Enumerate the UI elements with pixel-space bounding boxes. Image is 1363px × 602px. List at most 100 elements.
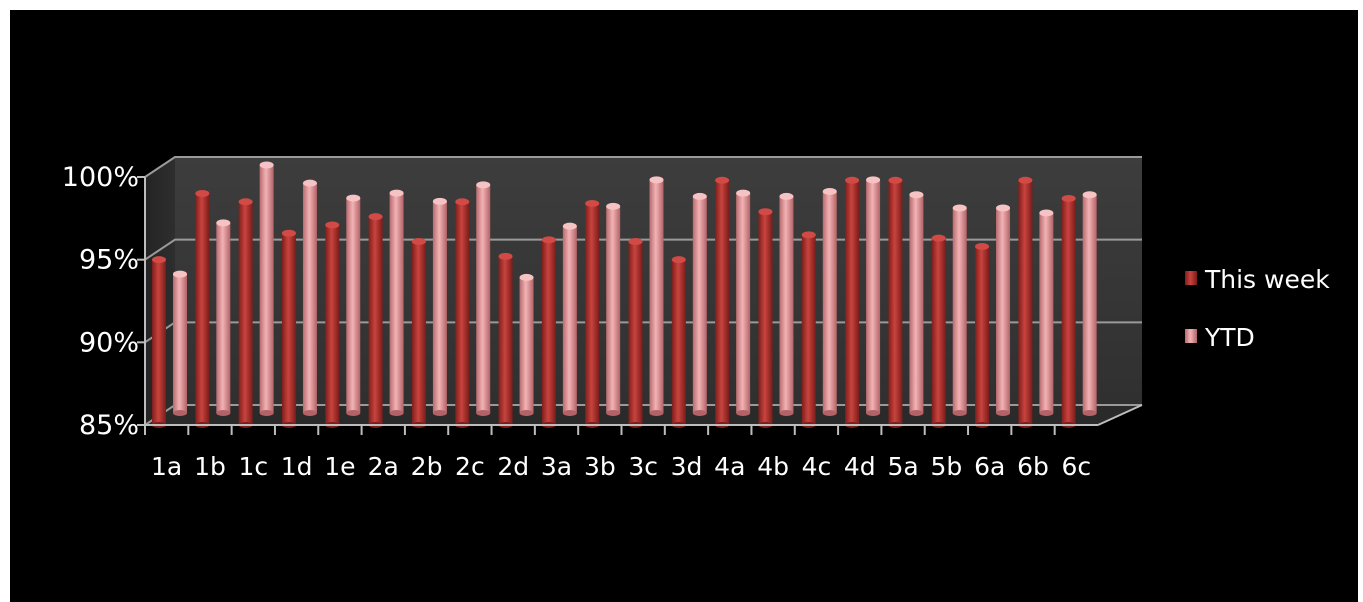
x-tick-label: 2d xyxy=(497,452,529,481)
x-tick-label: 1e xyxy=(324,452,355,481)
axes: 85% 90% 95% 100% 1a 1b 1c 1d 1e 2a 2b 2c 2d 3a 3b 3c 3d 4… xyxy=(62,162,1143,481)
bar-top xyxy=(585,199,600,207)
bar-top xyxy=(909,191,924,199)
bar-top xyxy=(455,198,470,206)
bar-bottom xyxy=(519,410,534,416)
bar-body xyxy=(152,259,166,425)
bar-body xyxy=(476,184,491,413)
bar-bottom xyxy=(649,410,664,416)
bar xyxy=(1039,209,1054,416)
x-tick-label: 1d xyxy=(281,452,313,481)
bar-body xyxy=(692,196,707,413)
bar-body xyxy=(498,256,513,425)
bar xyxy=(432,197,447,416)
bar-top xyxy=(996,204,1011,212)
bar-body xyxy=(606,206,621,413)
bar xyxy=(736,189,751,416)
bar xyxy=(259,161,274,416)
bar xyxy=(758,208,773,428)
bar-top xyxy=(845,176,860,184)
legend: This week YTD xyxy=(1185,265,1330,352)
bar-bottom xyxy=(476,410,491,416)
bar-body xyxy=(649,179,664,413)
bar xyxy=(845,176,860,428)
bar-body xyxy=(195,193,210,425)
bar-top xyxy=(822,187,837,195)
bar xyxy=(715,176,730,428)
bar-top xyxy=(302,179,317,187)
bar-body xyxy=(238,201,253,425)
bar-top xyxy=(692,192,707,200)
bar-top xyxy=(389,189,404,197)
bar-body xyxy=(325,224,340,425)
bar-top xyxy=(866,176,881,184)
x-tick-label: 2b xyxy=(411,452,443,481)
bar xyxy=(238,198,253,428)
bar-top xyxy=(952,204,967,212)
bar-body xyxy=(931,238,946,425)
x-tick-label: 6a xyxy=(974,452,1005,481)
x-tick-label: 5b xyxy=(930,452,962,481)
x-tick-label: 6c xyxy=(1062,452,1092,481)
bar xyxy=(325,221,340,428)
bar-top xyxy=(195,190,210,198)
bar-body xyxy=(909,194,924,413)
bar xyxy=(152,256,166,428)
bar xyxy=(519,273,534,416)
legend-item: This week xyxy=(1185,265,1330,294)
bar-top xyxy=(238,198,253,206)
x-tick-label: 1b xyxy=(194,452,226,481)
bar xyxy=(455,198,470,428)
bar-body xyxy=(736,193,751,413)
bar-top xyxy=(801,231,816,239)
x-tick-label: 3a xyxy=(541,452,572,481)
bar xyxy=(585,199,600,428)
bar-top xyxy=(281,229,296,237)
bar-top xyxy=(931,234,946,242)
x-tick-label: 3c xyxy=(628,452,658,481)
bar-bottom xyxy=(216,410,231,416)
bar-body xyxy=(866,179,881,413)
bar-bottom xyxy=(1082,410,1097,416)
bar xyxy=(866,176,881,416)
chart-area: 85% 90% 95% 100% 1a 1b 1c 1d 1e 2a 2b 2c 2d 3a 3b 3c 3d 4… xyxy=(10,10,1358,602)
bar-body xyxy=(801,234,816,425)
bar xyxy=(671,256,686,428)
bar-top xyxy=(888,176,903,184)
bar-body xyxy=(996,207,1011,413)
bar-top xyxy=(1061,194,1076,202)
bar-body xyxy=(779,196,794,413)
x-tick-label: 1a xyxy=(151,452,182,481)
bar xyxy=(1061,194,1076,428)
bar xyxy=(649,176,664,416)
bar-body xyxy=(173,274,187,413)
bar-bottom xyxy=(952,410,967,416)
legend-label: YTD xyxy=(1204,323,1255,352)
x-tick-label: 6b xyxy=(1017,452,1049,481)
bar-top xyxy=(671,256,686,264)
bar-top xyxy=(476,181,491,189)
bar-body xyxy=(952,207,967,413)
bar-top xyxy=(606,202,621,210)
bar-top xyxy=(975,242,990,250)
x-tick-label: 2a xyxy=(368,452,399,481)
legend-swatch xyxy=(1185,329,1197,343)
y-tick-label: 85% xyxy=(79,410,139,441)
bar-top xyxy=(649,176,664,184)
bar-bottom xyxy=(302,410,317,416)
bar-bottom xyxy=(346,410,361,416)
bar-top xyxy=(216,219,231,227)
bar-body xyxy=(975,246,990,425)
bar-body xyxy=(585,203,600,425)
x-tick-label: 1c xyxy=(238,452,268,481)
bar xyxy=(216,219,231,416)
bar xyxy=(541,236,556,428)
bar xyxy=(996,204,1011,416)
bar xyxy=(909,191,924,416)
legend-swatch xyxy=(1185,271,1197,285)
bar-top xyxy=(152,256,166,264)
bar-bottom xyxy=(432,410,447,416)
bar-top xyxy=(779,192,794,200)
y-tick-label: 90% xyxy=(79,327,139,358)
bar-body xyxy=(1039,212,1054,413)
